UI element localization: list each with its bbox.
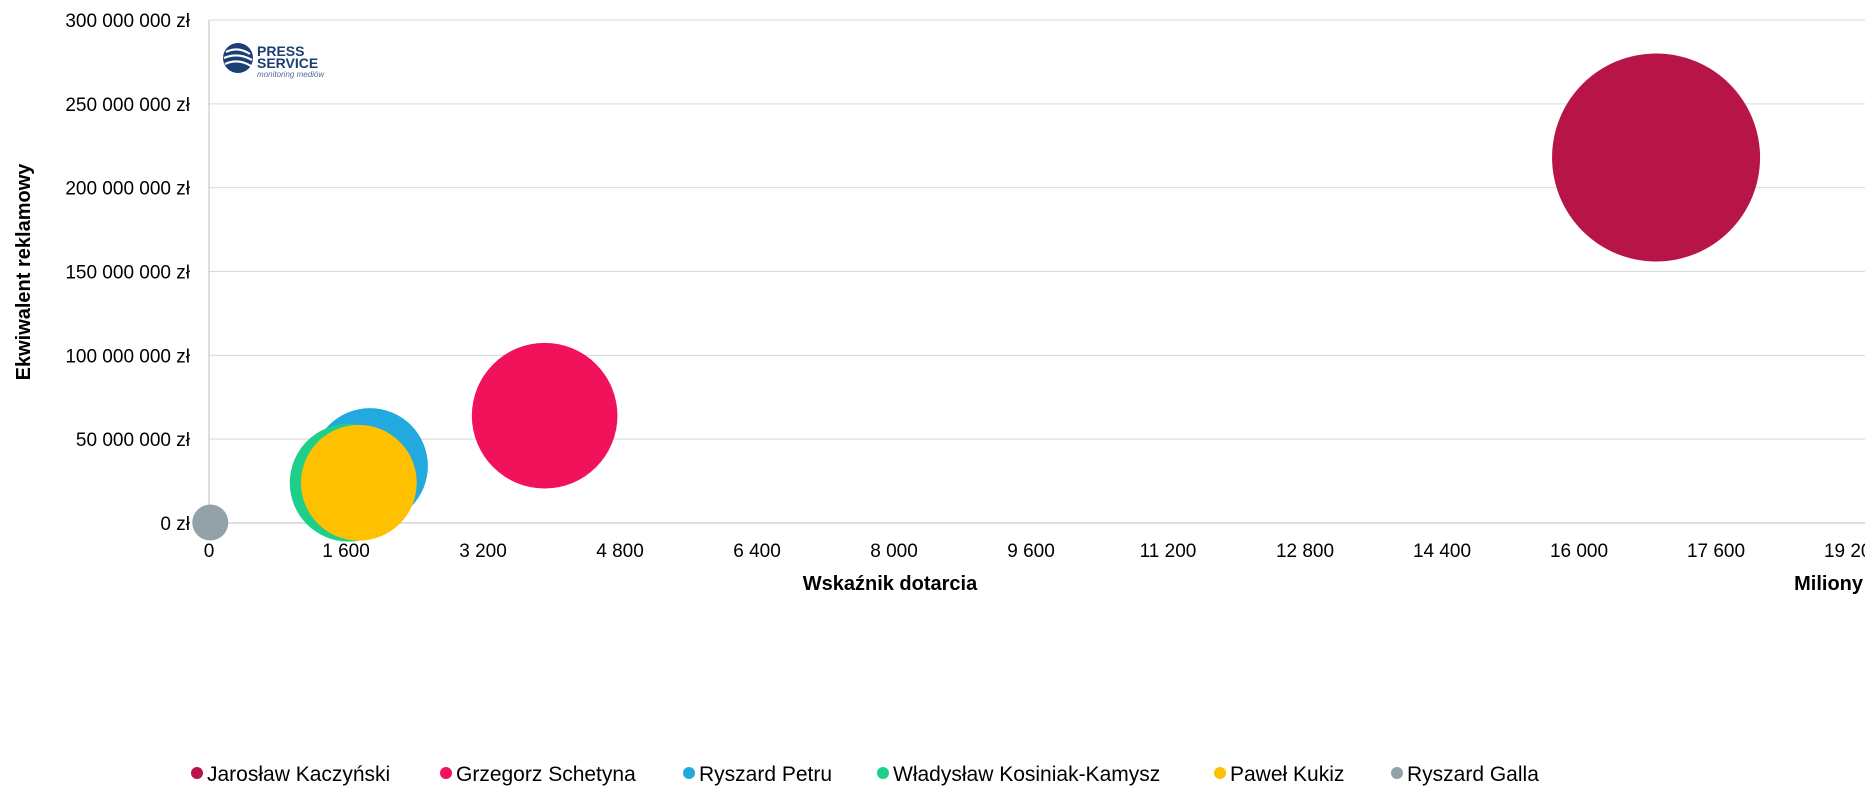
logo-line2: SERVICE <box>257 55 318 71</box>
legend-label: Grzegorz Schetyna <box>456 763 636 786</box>
legend-label: Jarosław Kaczyński <box>207 763 390 786</box>
legend-label: Władysław Kosiniak-Kamysz <box>893 763 1160 786</box>
legend-marker <box>1214 767 1226 779</box>
legend-item: Władysław Kosiniak-Kamysz <box>877 763 1160 786</box>
x-tick-label: 19 200 <box>1824 541 1865 562</box>
legend-marker <box>877 767 889 779</box>
y-tick-label: 250 000 000 zł <box>65 95 190 116</box>
y-tick-label: 150 000 000 zł <box>65 263 190 284</box>
x-tick-label: 1 600 <box>322 541 370 562</box>
gridlines <box>209 19 1865 440</box>
bubble-jaroslaw-kaczynski <box>1552 53 1761 262</box>
legend-item: Grzegorz Schetyna <box>440 763 636 786</box>
legend-marker <box>1391 767 1403 779</box>
x-tick-label: 0 <box>204 541 215 562</box>
y-tick-labels: 0 zł 50 000 000 zł 100 000 000 zł 150 000 0… <box>65 11 190 535</box>
x-axis-unit: Miliony <box>1794 573 1864 595</box>
x-tick-label: 4 800 <box>596 541 644 562</box>
x-tick-label: 8 000 <box>870 541 918 562</box>
legend-item: Paweł Kukiz <box>1214 763 1344 786</box>
y-tick-label: 100 000 000 zł <box>65 346 190 367</box>
logo-line1: PRESS <box>257 43 304 59</box>
x-tick-label: 16 000 <box>1550 541 1608 562</box>
y-tick-label: 300 000 000 zł <box>65 11 190 32</box>
y-axis-title: Ekwiwalent reklamowy <box>13 163 35 381</box>
legend-marker <box>440 767 452 779</box>
legend: Jarosław Kaczyński Grzegorz Schetyna Rysza… <box>191 763 1539 786</box>
x-tick-label: 17 600 <box>1687 541 1745 562</box>
x-tick-label: 6 400 <box>733 541 781 562</box>
legend-marker <box>191 767 203 779</box>
x-tick-label: 3 200 <box>459 541 507 562</box>
bubbles <box>192 53 1761 542</box>
legend-label: Ryszard Petru <box>699 763 832 786</box>
legend-marker <box>683 767 695 779</box>
logo-globe-icon <box>223 43 253 73</box>
y-tick-label: 200 000 000 zł <box>65 179 190 200</box>
x-tick-labels: 0 1 600 3 200 4 800 6 400 8 000 9 600 11 200 12 … <box>204 541 1865 562</box>
x-axis-title: Wskaźnik dotarcia <box>803 573 978 595</box>
bubble-pawel-kukiz <box>300 424 417 541</box>
legend-label: Paweł Kukiz <box>1230 763 1344 786</box>
legend-item: Ryszard Petru <box>683 763 832 786</box>
x-tick-label: 9 600 <box>1007 541 1055 562</box>
legend-label: Ryszard Galla <box>1407 763 1539 786</box>
x-tick-label: 11 200 <box>1140 541 1197 562</box>
logo-tagline: monitoring mediów <box>257 70 325 79</box>
bubble-grzegorz-schetyna <box>471 342 618 489</box>
legend-item: Ryszard Galla <box>1391 763 1539 786</box>
bubble-ryszard-galla <box>192 504 229 541</box>
press-service-logo: PRESS SERVICE monitoring mediów <box>223 43 325 79</box>
y-tick-label: 50 000 000 zł <box>76 430 191 451</box>
legend-item: Jarosław Kaczyński <box>191 763 390 786</box>
axes <box>208 20 1865 524</box>
x-tick-label: 12 800 <box>1276 541 1334 562</box>
y-tick-label: 0 zł <box>160 514 190 535</box>
x-tick-label: 14 400 <box>1413 541 1471 562</box>
